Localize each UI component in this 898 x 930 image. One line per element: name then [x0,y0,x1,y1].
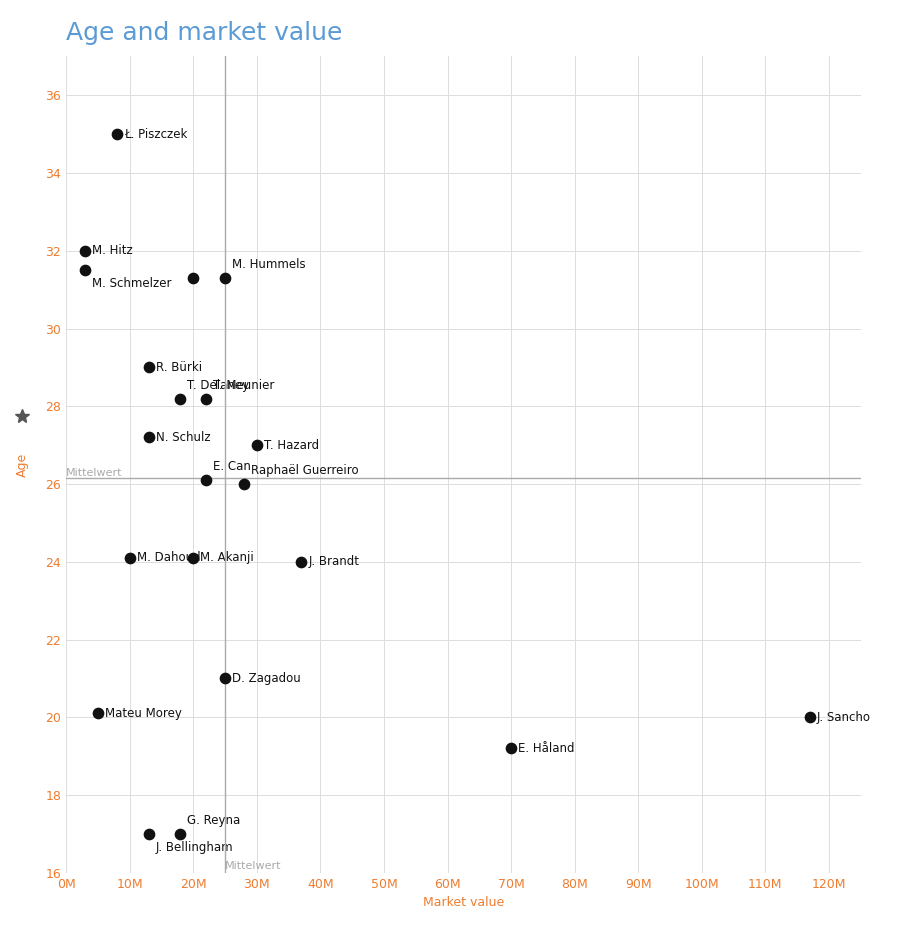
Point [218,671,233,685]
Point [142,360,156,375]
Point [91,706,105,721]
Text: Age and market value: Age and market value [66,20,342,45]
Text: E. Håland: E. Håland [518,742,575,755]
Point [173,392,188,406]
Text: T. Meunier: T. Meunier [213,379,274,392]
Text: N. Schulz: N. Schulz [155,431,210,444]
Text: Raphaël Guerreiro: Raphaël Guerreiro [251,464,358,477]
Text: R. Bürki: R. Bürki [155,361,202,374]
Point [173,827,188,842]
Text: T. Hazard: T. Hazard [264,439,319,452]
Point [122,551,136,565]
Text: D. Zagadou: D. Zagadou [232,671,301,684]
Point [250,438,264,453]
Text: Ł. Piszczek: Ł. Piszczek [124,127,188,140]
Point [142,827,156,842]
Point [186,271,200,286]
Text: E. Can: E. Can [213,460,251,473]
Point [78,244,92,259]
Text: M. Hummels: M. Hummels [232,259,305,272]
Text: G. Reyna: G. Reyna [188,814,241,827]
Text: Mateu Morey: Mateu Morey [105,707,181,720]
Text: T. Delaney: T. Delaney [188,379,250,392]
Text: J. Brandt: J. Brandt [308,555,359,568]
Text: M. Hitz: M. Hitz [92,245,133,258]
Point [295,554,309,569]
Point [504,741,518,756]
Text: M. Akanji: M. Akanji [200,551,254,565]
Point [237,476,251,491]
X-axis label: Market value: Market value [423,897,504,910]
Text: M. Dahoud: M. Dahoud [136,551,200,565]
Text: Mittelwert: Mittelwert [66,468,122,478]
Point [78,263,92,278]
Point [110,126,124,141]
Text: Mittelwert: Mittelwert [225,861,281,870]
Point [142,430,156,445]
Point [186,551,200,565]
Point [198,472,213,487]
Point [803,710,817,724]
Text: M. Schmelzer: M. Schmelzer [92,277,172,290]
Point [218,271,233,286]
Text: J. Sancho: J. Sancho [817,711,871,724]
Text: Age: Age [16,453,29,477]
Text: J. Bellingham: J. Bellingham [155,841,233,854]
Point [198,392,213,406]
